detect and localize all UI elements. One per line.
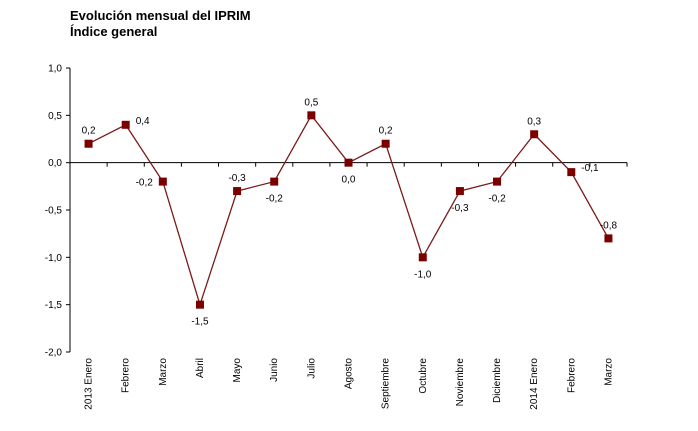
data-point [233,187,242,196]
x-tick-label: Septiembre [381,358,392,410]
data-label: -1,5 [191,317,209,328]
data-label: -1,0 [414,269,432,280]
data-label: -0,2 [136,178,154,189]
data-point [344,158,353,167]
data-label: 0,4 [136,116,150,127]
x-tick-label: Agosto [344,358,355,390]
data-label: -0,1 [581,163,599,174]
x-tick-label: Marzo [158,358,169,386]
y-tick-label: -1,0 [45,253,63,264]
x-tick-label: 2014 Enero [529,358,540,410]
data-point [530,130,539,139]
data-point [158,177,167,186]
y-tick-label: 1,0 [48,64,62,75]
chart-title-block: Evolución mensual del IPRIM Índice gener… [70,8,251,40]
y-tick-label: -1,5 [45,300,63,311]
y-tick-label: 0,5 [48,111,62,122]
data-label: 0,5 [304,97,318,108]
data-label: -0,3 [451,203,469,214]
x-tick-label: Julio [306,358,317,379]
chart-subtitle: Índice general [70,24,158,39]
y-tick-label: -0,5 [45,206,63,217]
y-tick-label: 0,0 [48,158,62,169]
x-tick-label: Febrero [566,358,577,393]
x-tick-label: 2013 Enero [84,358,95,410]
x-tick-label: Marzo [603,358,614,386]
data-point [455,187,464,196]
data-label: 0,2 [82,126,96,137]
data-label: -0,2 [488,194,506,205]
chart-title: Evolución mensual del IPRIM [70,8,251,23]
data-point [195,300,204,309]
x-tick-label: Mayo [232,358,243,383]
data-point [270,177,279,186]
x-tick-label: Noviembre [455,358,466,407]
data-point [493,177,502,186]
series-line [88,114,610,307]
data-label: -0,3 [228,173,246,184]
data-point [381,139,390,148]
x-tick-label: Diciembre [492,358,503,403]
data-point [84,139,93,148]
y-tick-label: -2,0 [45,348,63,359]
x-tick-label: Febrero [121,358,132,393]
data-label: 0,3 [527,116,541,127]
x-tick-label: Abril [195,358,206,378]
data-point [121,120,130,129]
x-tick-label: Octubre [418,358,429,394]
data-label: 0,2 [379,126,393,137]
data-point [604,234,613,243]
data-point [307,111,316,120]
data-point [567,168,576,177]
data-label: -0,2 [266,194,284,205]
data-label: 0,0 [342,175,356,186]
data-point [418,253,427,262]
x-tick-label: Junio [269,358,280,382]
data-label: -0,8 [600,220,618,231]
